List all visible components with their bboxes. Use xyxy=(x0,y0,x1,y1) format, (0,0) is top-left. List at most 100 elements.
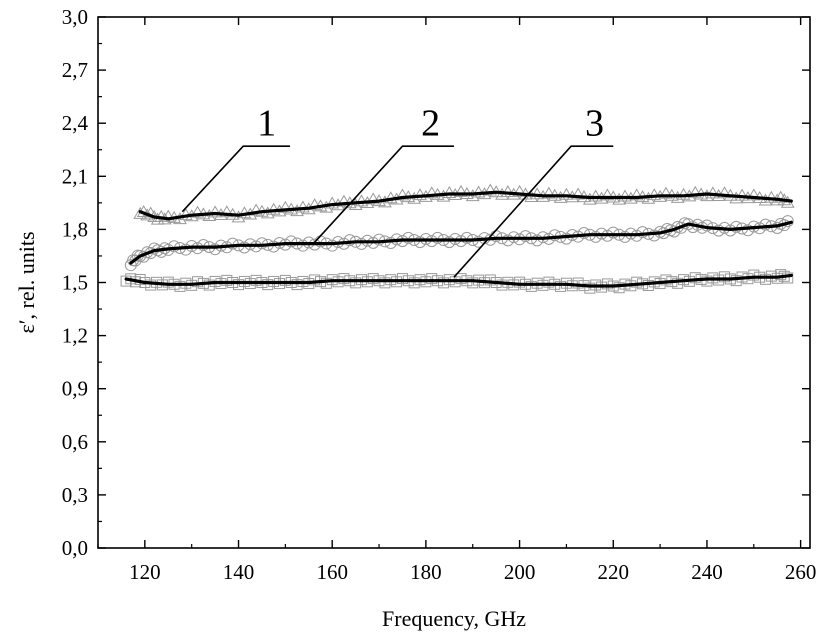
triangle-marker xyxy=(600,188,615,201)
square-marker xyxy=(601,278,613,290)
square-marker xyxy=(642,280,654,292)
leader-line xyxy=(181,145,291,213)
square-marker xyxy=(748,269,760,281)
triangle-marker xyxy=(688,185,703,198)
circle-marker xyxy=(226,237,239,250)
series-2-line xyxy=(129,220,793,265)
y-tick-label: 3,0 xyxy=(62,5,88,29)
circle-marker xyxy=(560,232,573,245)
square-marker xyxy=(514,276,526,288)
circle-marker xyxy=(355,237,368,250)
series-layer xyxy=(120,183,795,294)
square-marker xyxy=(309,274,321,286)
square-marker xyxy=(437,277,449,289)
circle-marker xyxy=(255,237,268,250)
x-tick-label: 160 xyxy=(316,560,348,584)
triangle-marker xyxy=(337,194,351,207)
square-marker xyxy=(162,276,174,288)
triangle-marker xyxy=(588,189,603,202)
circle-marker xyxy=(431,231,444,244)
square-marker xyxy=(555,280,567,292)
circle-marker xyxy=(712,224,725,237)
y-tick-label: 0,3 xyxy=(62,483,88,507)
circle-marker xyxy=(759,218,772,231)
square-marker xyxy=(719,271,731,283)
square-marker xyxy=(192,276,204,288)
curve-number: 1 xyxy=(257,103,276,145)
circle-marker xyxy=(472,235,485,248)
circle-marker xyxy=(589,230,602,243)
square-marker xyxy=(689,272,701,284)
square-marker xyxy=(467,277,479,289)
y-tick-label: 1,8 xyxy=(62,217,88,241)
square-marker xyxy=(338,273,350,285)
triangle-marker xyxy=(629,188,644,201)
y-tick-label: 0,6 xyxy=(62,430,88,454)
curve-label-1: 1 xyxy=(181,103,291,213)
y-tick-label: 0,0 xyxy=(62,536,88,560)
circle-marker xyxy=(443,236,456,249)
y-tick-label: 2,7 xyxy=(62,58,88,82)
x-axis-title: Frequency, GHz xyxy=(382,606,526,631)
square-marker xyxy=(221,274,233,286)
square-marker xyxy=(730,275,742,287)
circle-marker xyxy=(781,215,794,228)
square-marker xyxy=(631,276,643,288)
triangle-marker xyxy=(717,186,732,199)
triangle-marker xyxy=(559,187,574,200)
square-marker xyxy=(379,277,391,289)
circle-marker xyxy=(771,221,784,234)
triangle-marker xyxy=(190,205,205,218)
circle-marker xyxy=(607,226,620,239)
curve-number: 3 xyxy=(585,103,604,145)
circle-marker xyxy=(618,230,631,243)
leader-line xyxy=(453,145,614,278)
triangle-marker xyxy=(659,186,673,199)
circle-marker xyxy=(197,238,210,251)
square-marker xyxy=(496,279,508,291)
circle-marker xyxy=(326,239,339,252)
series-2 xyxy=(124,215,794,272)
series-3-line xyxy=(124,273,793,288)
square-marker xyxy=(543,276,555,288)
square-marker xyxy=(701,275,713,287)
triangle-marker xyxy=(647,188,662,201)
curve-label-2: 2 xyxy=(312,103,454,245)
leader-line xyxy=(312,145,454,245)
triangle-marker xyxy=(746,188,761,201)
circle-marker xyxy=(373,233,386,246)
circle-marker xyxy=(179,243,192,256)
circle-marker xyxy=(384,237,397,250)
x-tick-label: 200 xyxy=(504,560,536,584)
circle-marker xyxy=(531,234,544,247)
square-marker xyxy=(233,279,245,291)
square-marker xyxy=(584,282,596,294)
triangle-marker xyxy=(219,205,234,218)
circle-marker xyxy=(730,220,743,233)
triangle-marker xyxy=(483,183,498,196)
circle-marker xyxy=(519,230,532,243)
triangle-marker xyxy=(571,187,585,200)
circle-marker xyxy=(296,239,309,252)
x-tick-label: 240 xyxy=(691,560,723,584)
square-marker xyxy=(367,273,379,285)
square-marker xyxy=(408,277,420,289)
y-tick-label: 1,5 xyxy=(62,271,88,295)
series-3 xyxy=(120,269,794,294)
triangle-marker xyxy=(231,210,246,223)
y-tick-label: 0,9 xyxy=(62,377,88,401)
triangle-marker xyxy=(773,190,788,203)
x-tick-label: 220 xyxy=(598,560,630,584)
square-marker xyxy=(660,274,672,286)
y-tick-label: 2,1 xyxy=(62,164,88,188)
circle-marker xyxy=(741,224,754,237)
circle-marker xyxy=(501,234,514,247)
triangle-marker xyxy=(208,205,222,218)
triangle-marker xyxy=(442,185,457,198)
square-marker xyxy=(320,277,332,289)
square-marker xyxy=(250,274,262,286)
triangle-marker xyxy=(296,200,310,213)
square-marker xyxy=(203,279,215,291)
square-marker xyxy=(484,274,496,286)
